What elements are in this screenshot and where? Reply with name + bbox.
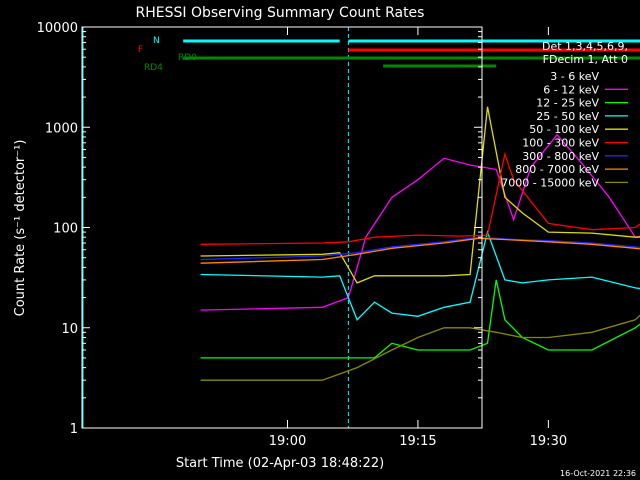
legend-entry-label: 50 - 100 keV — [529, 123, 599, 136]
legend-entry-label: 25 - 50 keV — [536, 110, 599, 123]
series-line-3 — [200, 229, 640, 321]
x-tick-label: 19:30 — [530, 434, 567, 449]
series-line-2 — [200, 279, 640, 359]
y-tick-label: 1000 — [45, 121, 78, 136]
legend-entry-label: 12 - 25 keV — [536, 97, 599, 110]
y-axis-label: Count Rate (s⁻¹ detector⁻¹) — [13, 140, 28, 317]
series-line-6 — [200, 236, 640, 261]
x-tick-label: 19:00 — [269, 434, 306, 449]
legend: Det 1,3,4,5,6,9,FDecim 1, Att 0 3 - 6 keV… — [501, 40, 628, 189]
y-tick-label: 100 — [53, 222, 78, 237]
legend-entry-label: 800 - 7000 keV — [515, 163, 599, 176]
legend-entry-label: 7000 - 15000 keV — [501, 176, 599, 189]
chart-title: RHESSI Observing Summary Count Rates — [136, 5, 425, 21]
legend-entry-label: 3 - 6 keV — [550, 70, 599, 83]
series-line-4 — [200, 106, 640, 284]
legend-header-line: Det 1,3,4,5,6,9, — [542, 40, 628, 53]
axes: 11010010001000019:0019:1519:3019:4520:00… — [37, 21, 567, 449]
series-line-5 — [200, 151, 640, 245]
series-line-1 — [200, 133, 640, 311]
flag-label-f: F — [138, 45, 143, 55]
plot-area: NF RD0 RD4 — [82, 27, 640, 429]
flag-label-rd4: RD4 — [144, 63, 163, 73]
flag-label-rd0: RD0 — [178, 53, 197, 63]
y-tick-label: 1 — [70, 422, 78, 437]
y-tick-label: 10 — [61, 322, 78, 337]
series-line-8 — [200, 314, 640, 381]
series-line-0 — [321, 143, 640, 429]
legend-header-line: FDecim 1, Att 0 — [543, 53, 628, 66]
x-axis-label: Start Time (02-Apr-03 18:48:22) — [176, 456, 384, 471]
legend-entry-label: 6 - 12 keV — [543, 83, 599, 96]
footer-timestamp: 16-Oct-2021 22:36 — [560, 469, 636, 478]
flag-label-n: N — [153, 36, 160, 46]
x-tick-label: 19:15 — [399, 434, 436, 449]
legend-entry-label: 300 - 800 keV — [522, 150, 599, 163]
y-tick-label: 10000 — [37, 21, 78, 36]
series-line-7 — [200, 237, 640, 264]
legend-entry-label: 100 - 300 keV — [522, 137, 599, 150]
